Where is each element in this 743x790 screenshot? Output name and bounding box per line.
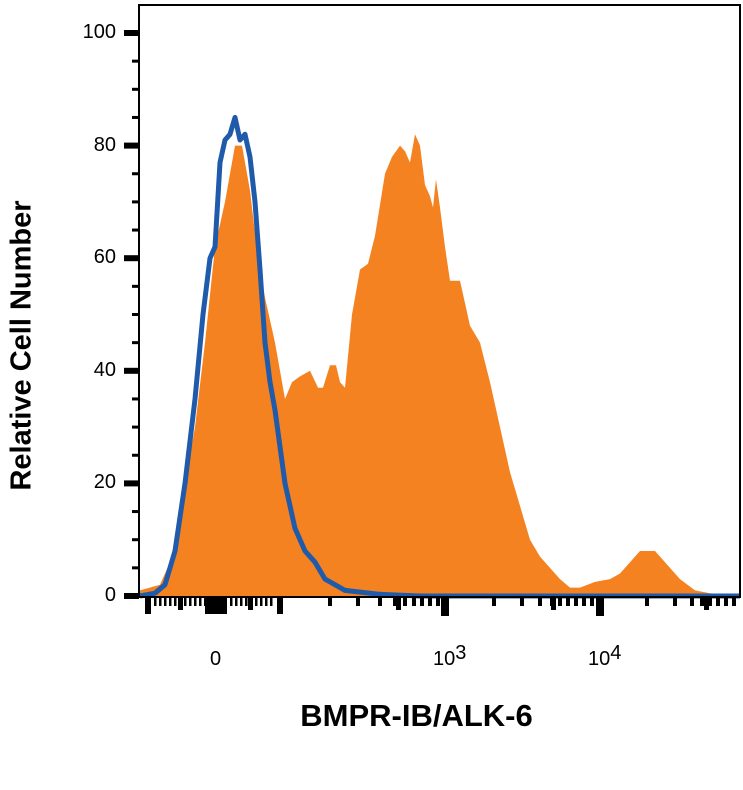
y-tick-label: 40 [93, 358, 116, 381]
x-tick [164, 598, 167, 606]
y-major-tick [124, 593, 139, 599]
y-major-tick [124, 480, 139, 487]
x-tick [356, 598, 360, 606]
y-minor-tick [132, 313, 139, 316]
x-tick [255, 598, 258, 606]
x-tick [690, 598, 694, 606]
series-layer [139, 114, 740, 599]
x-tick [551, 598, 556, 610]
y-axis-label-container: Relative Cell Number [2, 160, 42, 530]
x-tick [412, 598, 416, 606]
x-tick [520, 598, 524, 606]
x-tick [145, 598, 151, 614]
y-minor-tick [132, 425, 139, 429]
x-tick-label: 103 [433, 642, 467, 670]
y-tick-label: 60 [93, 246, 116, 269]
x-axis-label: BMPR-IB/ALK-6 [300, 698, 533, 733]
y-minor-tick [132, 115, 139, 119]
y-tick-label: 80 [93, 133, 116, 156]
y-axis-ticks [124, 30, 139, 599]
x-tick [574, 598, 578, 606]
x-tick [378, 598, 382, 606]
y-minor-tick [132, 59, 139, 63]
x-tick [704, 598, 709, 610]
x-tick [240, 598, 243, 606]
y-minor-tick [132, 510, 139, 514]
y-minor-tick [132, 397, 139, 401]
x-tick [235, 598, 238, 606]
x-tick [169, 598, 172, 606]
x-tick [248, 598, 253, 610]
x-tick [708, 598, 712, 606]
x-tick [184, 598, 187, 606]
isotype-control-line [139, 114, 740, 599]
x-tick [566, 598, 570, 606]
x-tick [265, 598, 268, 606]
x-tick [159, 598, 162, 606]
y-minor-tick [132, 172, 139, 176]
y-minor-tick [132, 566, 139, 570]
x-tick-label: 104 [588, 642, 622, 670]
x-tick [245, 598, 248, 606]
x-tick [260, 598, 263, 606]
x-tick [590, 598, 594, 606]
x-tick [174, 598, 177, 606]
x-tick [189, 598, 192, 606]
x-tick [538, 598, 542, 606]
y-minor-tick [132, 453, 139, 457]
y-minor-tick [132, 87, 139, 91]
y-minor-tick [132, 538, 139, 542]
x-tick [205, 598, 227, 614]
x-tick [420, 598, 424, 606]
y-minor-tick [132, 200, 139, 204]
x-tick [724, 598, 728, 606]
x-tick [154, 598, 157, 606]
y-minor-tick [132, 341, 139, 345]
x-tick [428, 598, 432, 606]
y-axis-label: Relative Cell Number [5, 199, 38, 491]
y-minor-tick [132, 284, 139, 288]
x-tick [178, 598, 183, 610]
x-tick [673, 598, 677, 606]
x-tick [393, 598, 397, 606]
stained-histogram-area [140, 134, 740, 597]
x-tick [328, 598, 332, 606]
x-tick [558, 598, 562, 606]
y-major-tick [124, 142, 139, 149]
x-tick [436, 598, 440, 606]
x-tick-label: 0 [210, 648, 222, 670]
x-tick [582, 598, 586, 606]
x-tick [492, 598, 496, 606]
x-tick [441, 598, 449, 616]
y-tick-label: 20 [93, 471, 116, 494]
x-tick [199, 598, 202, 606]
x-tick [645, 598, 649, 606]
y-major-tick [124, 367, 139, 374]
y-major-tick [124, 255, 139, 262]
x-tick [396, 598, 401, 610]
y-tick-label: 100 [82, 21, 116, 43]
x-tick [716, 598, 720, 606]
x-tick [270, 598, 273, 606]
x-axis-ticks [145, 598, 736, 616]
x-tick [194, 598, 197, 606]
x-tick [596, 598, 604, 616]
x-tick [230, 598, 233, 606]
x-tick [277, 598, 283, 614]
x-tick [732, 598, 736, 606]
y-tick-label: 0 [104, 584, 116, 606]
x-tick [403, 598, 407, 606]
y-minor-tick [132, 228, 139, 232]
y-major-tick [124, 30, 139, 36]
axes-frame [138, 4, 741, 598]
x-tick [700, 598, 704, 606]
